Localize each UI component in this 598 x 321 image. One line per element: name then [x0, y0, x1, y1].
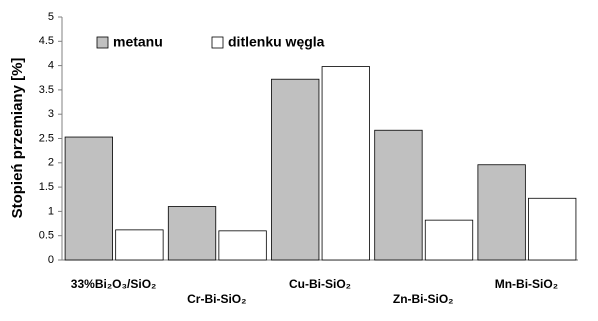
legend-swatch [96, 36, 109, 49]
y-tick-label: 3.5 [39, 84, 54, 96]
bar [64, 136, 113, 261]
bar [218, 230, 267, 261]
bar [271, 78, 320, 261]
bar [424, 219, 474, 261]
x-tick-label: Mn-Bi-SiO₂ [495, 277, 558, 291]
y-tick-label: 5 [48, 11, 54, 23]
y-tick-label: 1.5 [39, 181, 54, 193]
legend-swatch [211, 36, 224, 49]
bar [528, 197, 577, 261]
legend-label: metanu [113, 34, 163, 50]
bar [167, 206, 217, 261]
y-tick-label: 4.5 [39, 35, 54, 47]
bar [115, 229, 164, 261]
x-tick-label: Cu-Bi-SiO₂ [289, 277, 351, 291]
y-tick-label: 1 [48, 205, 54, 217]
y-tick-label: 3 [48, 108, 54, 120]
y-axis-title: Stopień przemiany [%] [9, 58, 26, 219]
y-tick-label: 2 [48, 157, 54, 169]
x-tick-label: Cr-Bi-SiO₂ [187, 292, 246, 306]
x-tick-label: 33%Bi₂O₃/SiO₂ [71, 277, 157, 291]
bar [374, 129, 423, 261]
legend-label: ditlenku węgla [228, 34, 325, 50]
y-tick-label: 2.5 [39, 132, 54, 144]
bar [321, 66, 370, 261]
x-tick-label: Zn-Bi-SiO₂ [393, 292, 454, 306]
bar [477, 164, 526, 261]
y-tick-label: 0.5 [39, 230, 54, 242]
y-tick-label: 4 [48, 60, 54, 72]
y-tick-label: 0 [48, 254, 54, 266]
